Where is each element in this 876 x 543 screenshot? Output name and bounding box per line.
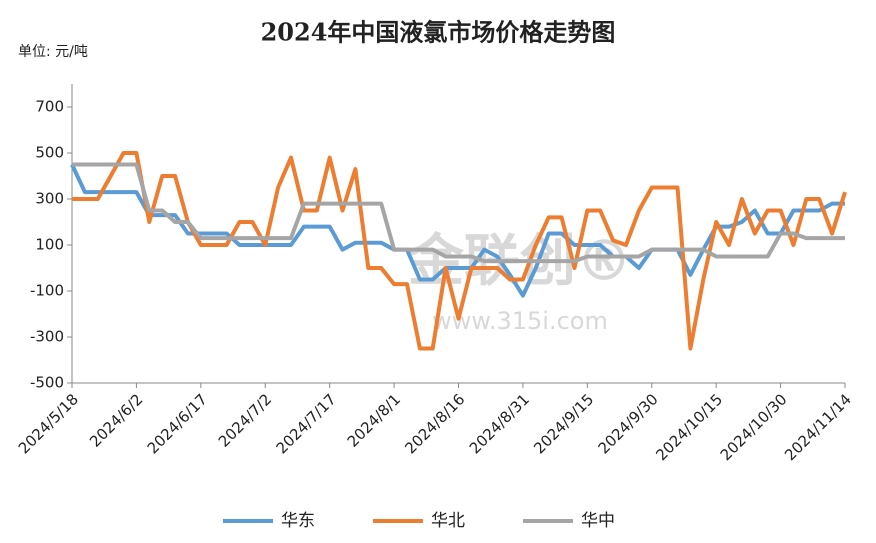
y-tick-label: 300 [35, 190, 64, 208]
x-tick-label: 2024/9/15 [530, 390, 597, 457]
x-tick-label: 2024/11/14 [781, 390, 855, 464]
x-tick-label: 2024/7/2 [215, 390, 275, 450]
y-tick-label: -100 [30, 282, 64, 300]
series-line [72, 151, 847, 351]
y-tick-label: 100 [35, 236, 64, 254]
x-tick-label: 2024/8/16 [401, 390, 468, 457]
chart-title: 2024年中国液氯市场价格走势图 [261, 18, 616, 47]
x-tick-label: 2024/6/17 [144, 390, 211, 457]
legend-label: 华东 [281, 511, 315, 531]
x-tick-label: 2024/7/17 [273, 390, 340, 457]
y-tick-label: 500 [35, 144, 64, 162]
x-tick-label: 2024/10/15 [652, 390, 726, 464]
unit-label: 单位: 元/吨 [18, 44, 88, 60]
x-tick-label: 2024/8/31 [466, 390, 533, 457]
y-tick-label: -300 [30, 328, 64, 346]
x-tick-label: 2024/5/18 [15, 390, 82, 457]
x-tick-label: 2024/10/30 [717, 390, 791, 464]
legend-label: 华中 [581, 511, 615, 531]
x-tick-label: 2024/9/30 [595, 390, 662, 457]
x-tick-label: 2024/6/2 [86, 390, 146, 450]
y-tick-label: 700 [35, 98, 64, 116]
legend-label: 华北 [431, 511, 465, 531]
y-tick-label: -500 [30, 374, 64, 392]
x-tick-label: 2024/8/1 [344, 390, 404, 450]
series-line [72, 162, 845, 264]
